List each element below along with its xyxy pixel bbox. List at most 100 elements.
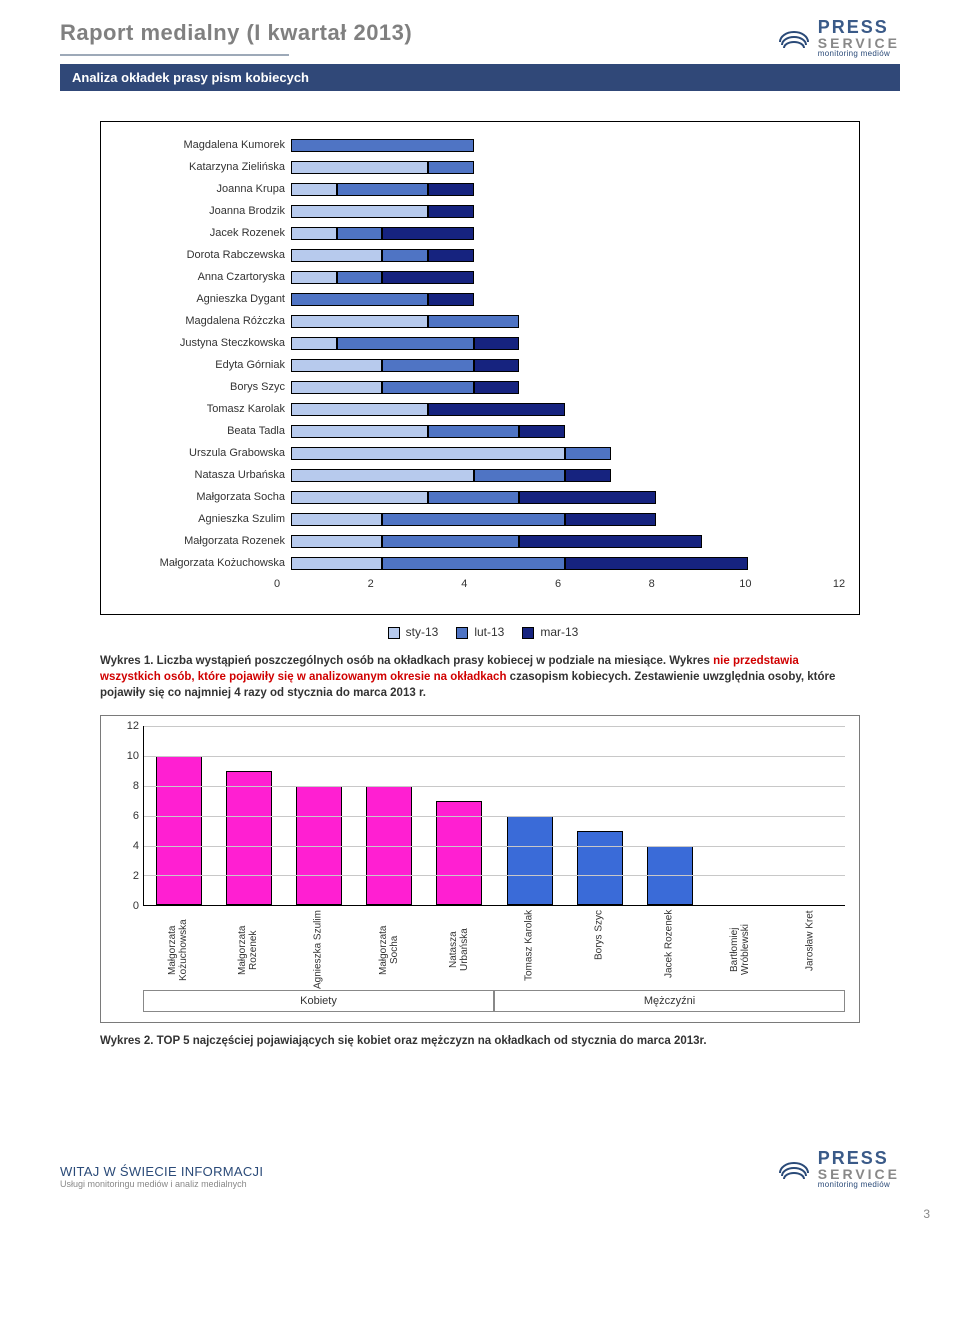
chart1-row-label: Tomasz Karolak	[121, 403, 291, 415]
chart1-row: Tomasz Karolak	[121, 398, 839, 420]
chart1-row-label: Małgorzata Kożuchowska	[121, 557, 291, 569]
caption1-suffix1: czasopism kobiecych.	[506, 671, 634, 683]
chart1-row: Małgorzata Socha	[121, 486, 839, 508]
title-underline	[60, 54, 289, 56]
chart1-bar	[291, 425, 565, 438]
chart1-segment	[291, 469, 474, 482]
chart1-bar	[291, 227, 474, 240]
chart1-row-label: Magdalena Kumorek	[121, 139, 291, 151]
legend-swatch	[456, 627, 468, 639]
chart1-row-label: Natasza Urbańska	[121, 469, 291, 481]
chart1-segment	[291, 513, 382, 526]
chart1-segment	[291, 315, 428, 328]
chart2-xlabel: Natasza Urbańska	[424, 910, 494, 990]
chart2-ytick: 2	[133, 870, 139, 882]
caption1-prefix: Wykres 1. Liczba wystąpień poszczególnyc…	[100, 655, 710, 667]
chart1-row: Joanna Krupa	[121, 178, 839, 200]
logo-swirl-icon	[778, 22, 810, 54]
chart1-row-label: Urszula Grabowska	[121, 447, 291, 459]
chart1-bar	[291, 447, 611, 460]
logo-swirl-icon	[778, 1153, 810, 1185]
chart1-row-label: Katarzyna Zielińska	[121, 161, 291, 173]
chart1-row-label: Anna Czartoryska	[121, 271, 291, 283]
chart1-segment	[291, 491, 428, 504]
chart1-row-label: Joanna Brodzik	[121, 205, 291, 217]
chart1-segment	[428, 161, 474, 174]
chart1-xtick: 6	[555, 578, 561, 590]
chart1-bar	[291, 469, 611, 482]
chart1-xtick: 4	[461, 578, 467, 590]
chart2-gridline	[144, 846, 845, 847]
chart1-segment	[382, 359, 473, 372]
legend-item: lut-13	[450, 625, 504, 639]
chart1-segment	[382, 381, 473, 394]
chart1-segment	[428, 403, 565, 416]
chart1-bar	[291, 205, 474, 218]
chart1-segment	[337, 227, 383, 240]
chart1-row-label: Beata Tadla	[121, 425, 291, 437]
chart1-segment	[337, 183, 428, 196]
chart1-caption: Wykres 1. Liczba wystąpień poszczególnyc…	[100, 653, 860, 701]
chart1-segment	[428, 425, 519, 438]
chart2-ytick: 4	[133, 840, 139, 852]
footer-subtitle: Usługi monitoringu mediów i analiz media…	[60, 1179, 263, 1189]
legend-item: sty-13	[382, 625, 439, 639]
chart1-row: Justyna Steczkowska	[121, 332, 839, 354]
chart1-bar	[291, 139, 474, 152]
footer-logo-tag: monitoring mediów	[818, 1181, 900, 1189]
chart1-xtick: 10	[739, 578, 751, 590]
chart1-bar	[291, 249, 474, 262]
chart1-row-label: Borys Szyc	[121, 381, 291, 393]
chart2-gridline	[144, 756, 845, 757]
chart1-bar	[291, 271, 474, 284]
chart2-bar	[226, 771, 272, 905]
footer-title: WITAJ W ŚWIECIE INFORMACJI	[60, 1164, 263, 1179]
chart1-bar	[291, 183, 474, 196]
chart1-row-label: Małgorzata Rozenek	[121, 535, 291, 547]
chart2-bar	[577, 831, 623, 906]
chart1-segment	[382, 535, 519, 548]
logo-service-text: SERVICE	[818, 36, 900, 50]
chart1-segment	[474, 469, 565, 482]
chart2-container: 024681012 Małgorzata KożuchowskaMałgorza…	[100, 715, 860, 1023]
chart1-segment	[428, 315, 519, 328]
chart1-segment	[291, 447, 565, 460]
chart1-row: Jacek Rozenek	[121, 222, 839, 244]
chart1-bar	[291, 337, 519, 350]
chart2-ytick: 8	[133, 780, 139, 792]
legend-item: mar-13	[516, 625, 578, 639]
chart1-segment	[565, 513, 656, 526]
chart1-row: Katarzyna Zielińska	[121, 156, 839, 178]
chart1-bar	[291, 491, 656, 504]
chart1-bar	[291, 293, 474, 306]
chart1-segment	[291, 161, 428, 174]
chart1-segment	[291, 227, 337, 240]
chart1-row: Magdalena Różczka	[121, 310, 839, 332]
chart1-xtick: 8	[649, 578, 655, 590]
legend-swatch	[522, 627, 534, 639]
chart1-row-label: Jacek Rozenek	[121, 227, 291, 239]
chart1-segment	[428, 293, 474, 306]
chart2-gridline	[144, 875, 845, 876]
page-footer: WITAJ W ŚWIECIE INFORMACJI Usługi monito…	[60, 1149, 900, 1189]
chart1-row: Agnieszka Dygant	[121, 288, 839, 310]
chart1-segment	[337, 271, 383, 284]
chart2-xlabel: Agnieszka Szulim	[283, 910, 353, 990]
chart1-segment	[291, 535, 382, 548]
chart1-segment	[291, 183, 337, 196]
chart1-row-label: Edyta Górniak	[121, 359, 291, 371]
chart1-row: Natasza Urbańska	[121, 464, 839, 486]
chart1-segment	[474, 381, 520, 394]
chart1-row: Małgorzata Rozenek	[121, 530, 839, 552]
chart1-segment	[291, 359, 382, 372]
chart1-segment	[291, 139, 474, 152]
chart1-segment	[291, 271, 337, 284]
chart1-row-label: Agnieszka Dygant	[121, 293, 291, 305]
chart2-xlabel: Borys Szyc	[564, 910, 634, 990]
chart1-segment	[474, 359, 520, 372]
chart2-ytick: 6	[133, 810, 139, 822]
chart2-xlabel: Tomasz Karolak	[494, 910, 564, 990]
chart1-row: Anna Czartoryska	[121, 266, 839, 288]
chart1-row: Urszula Grabowska	[121, 442, 839, 464]
chart1-bar	[291, 315, 519, 328]
